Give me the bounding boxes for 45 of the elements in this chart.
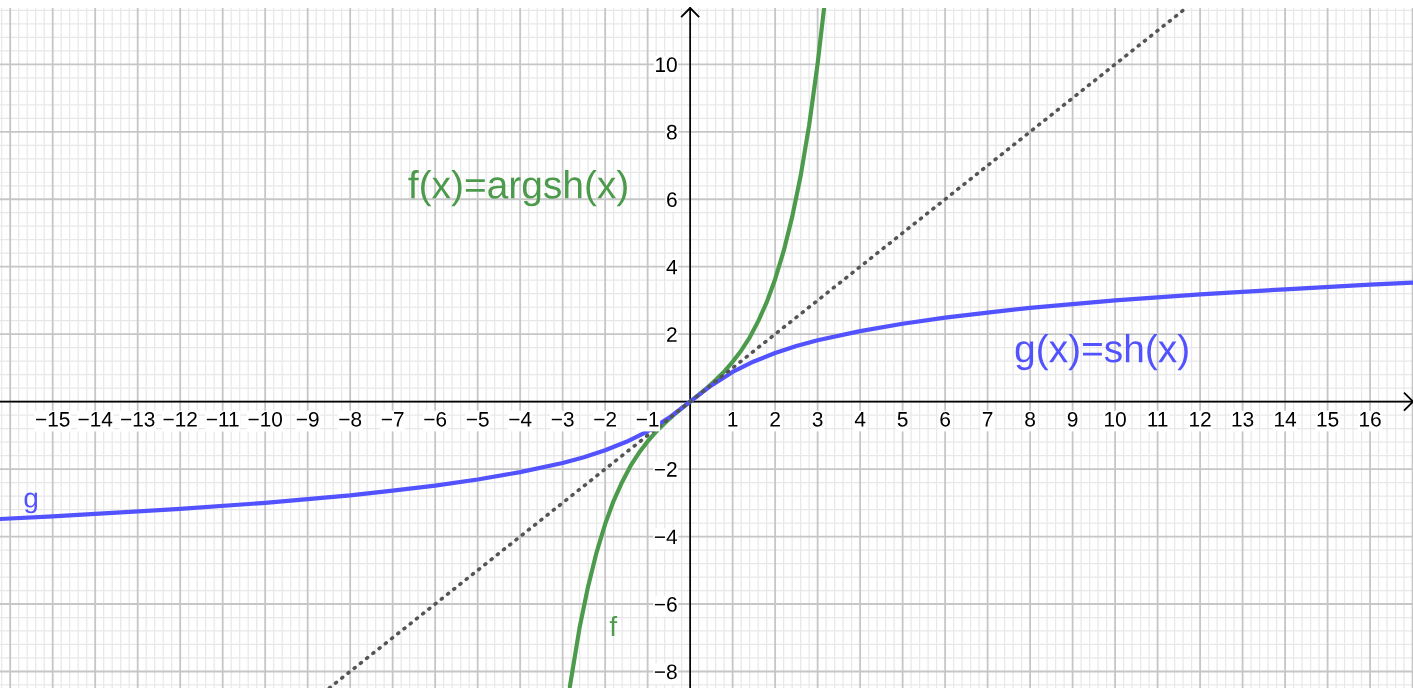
x-tick-label: −15 (36, 412, 70, 427)
x-tick-label: 15 (1317, 412, 1339, 427)
series-label: f (609, 615, 618, 637)
x-tick-label: 9 (1067, 411, 1078, 427)
y-tick-label: 4 (666, 259, 678, 275)
y-tick-label: 10 (656, 57, 677, 73)
x-tick-label: −1 (636, 412, 659, 427)
x-tick-label: −4 (509, 412, 532, 427)
y-tick-label: −4 (654, 529, 678, 545)
line-series (0, 280, 1413, 522)
x-tick-label: −8 (339, 411, 362, 427)
x-tick-label: −5 (466, 412, 489, 427)
x-tick-label: −3 (551, 411, 574, 427)
x-tick-label: 12 (1190, 411, 1211, 427)
x-tick-label: 13 (1232, 411, 1254, 427)
y-tick-label: −8 (654, 664, 677, 680)
annotation: g(x)=sh(x) (1015, 333, 1188, 371)
series-label: g (24, 492, 38, 514)
x-tick-label: 2 (770, 411, 780, 427)
x-tick-label: −14 (78, 412, 113, 427)
x-tick-label: −13 (121, 411, 155, 427)
y-tick-label: 2 (667, 327, 677, 342)
x-tick-label: −2 (594, 411, 616, 427)
x-tick-label: 10 (1105, 411, 1126, 427)
x-tick-label: 7 (982, 412, 993, 427)
y-tick-label: 8 (666, 124, 677, 140)
x-tick-label: 16 (1360, 411, 1381, 427)
x-tick-label: 14 (1275, 412, 1297, 427)
x-tick-label: 3 (812, 411, 823, 427)
y-tick-label: −2 (654, 462, 677, 477)
x-tick-label: −9 (296, 411, 319, 427)
x-tick-label: 11 (1148, 412, 1168, 427)
x-tick-label: 4 (854, 412, 866, 427)
x-tick-label: −11 (206, 412, 239, 427)
y-tick-label: −6 (654, 597, 677, 612)
y-tick-label: 6 (667, 192, 677, 207)
x-tick-label: 6 (940, 411, 950, 427)
x-tick-label: −6 (424, 411, 447, 427)
x-tick-label: 5 (897, 412, 908, 427)
x-tick-label: 1 (728, 412, 738, 427)
x-tick-label: −12 (163, 411, 197, 427)
x-tick-label: 8 (1025, 411, 1035, 427)
x-tick-label: −7 (381, 412, 404, 427)
annotation: f(x)=argsh(x) (408, 170, 627, 207)
x-tick-label: −10 (248, 411, 283, 427)
